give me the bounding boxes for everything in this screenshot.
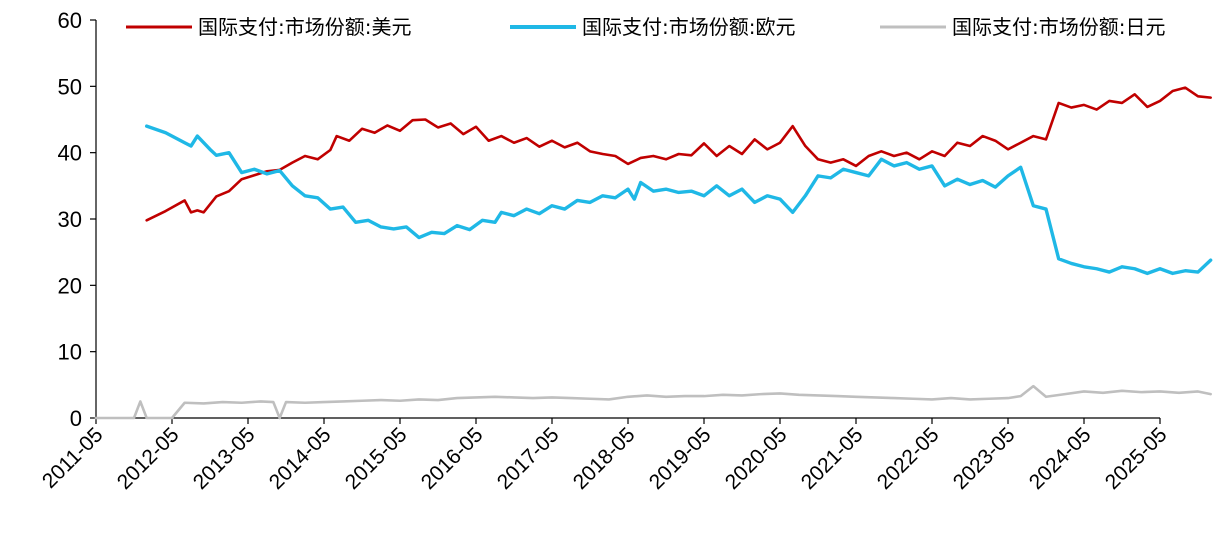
x-tick-label: 2022-05: [873, 423, 944, 494]
x-tick-label: 2013-05: [189, 423, 260, 494]
x-tick-label: 2018-05: [569, 423, 640, 494]
y-tick-label: 10: [58, 340, 82, 365]
legend-label-2: 国际支付:市场份额:日元: [952, 15, 1165, 39]
x-tick-label: 2017-05: [493, 423, 564, 494]
legend-label-1: 国际支付:市场份额:欧元: [582, 15, 795, 39]
y-tick-label: 0: [70, 406, 82, 431]
y-tick-label: 40: [58, 141, 82, 166]
x-tick-label: 2020-05: [721, 423, 792, 494]
x-tick-label: 2015-05: [341, 423, 412, 494]
legend: 国际支付:市场份额:美元 国际支付:市场份额:欧元 国际支付:市场份额:日元: [126, 15, 1165, 39]
x-tick-label: 2012-05: [113, 423, 184, 494]
series-line-1: [144, 124, 1213, 276]
axes: 0 10 20 30 40 50 60 2011-05 2012-05 2013-05 2014-0…: [38, 8, 1172, 494]
x-tick-label: 2011-05: [38, 423, 108, 493]
x-tick-label: 2024-05: [1025, 423, 1096, 494]
series-layer: [94, 86, 1213, 420]
x-tick-label: 2014-05: [265, 423, 336, 494]
x-tick-label: 2016-05: [417, 423, 488, 494]
series-line-0: [145, 86, 1212, 222]
x-tick-label: 2021-05: [797, 423, 868, 494]
legend-label-0: 国际支付:市场份额:美元: [198, 15, 411, 39]
x-tick-label: 2019-05: [645, 423, 716, 494]
x-tick-label: 2025-05: [1101, 423, 1172, 494]
y-tick-label: 30: [58, 207, 82, 232]
series-line-2: [94, 384, 1212, 420]
y-tick-label: 50: [58, 74, 82, 99]
x-tick-label: 2023-05: [949, 423, 1020, 494]
y-tick-label: 60: [58, 8, 82, 33]
y-tick-label: 20: [58, 273, 82, 298]
